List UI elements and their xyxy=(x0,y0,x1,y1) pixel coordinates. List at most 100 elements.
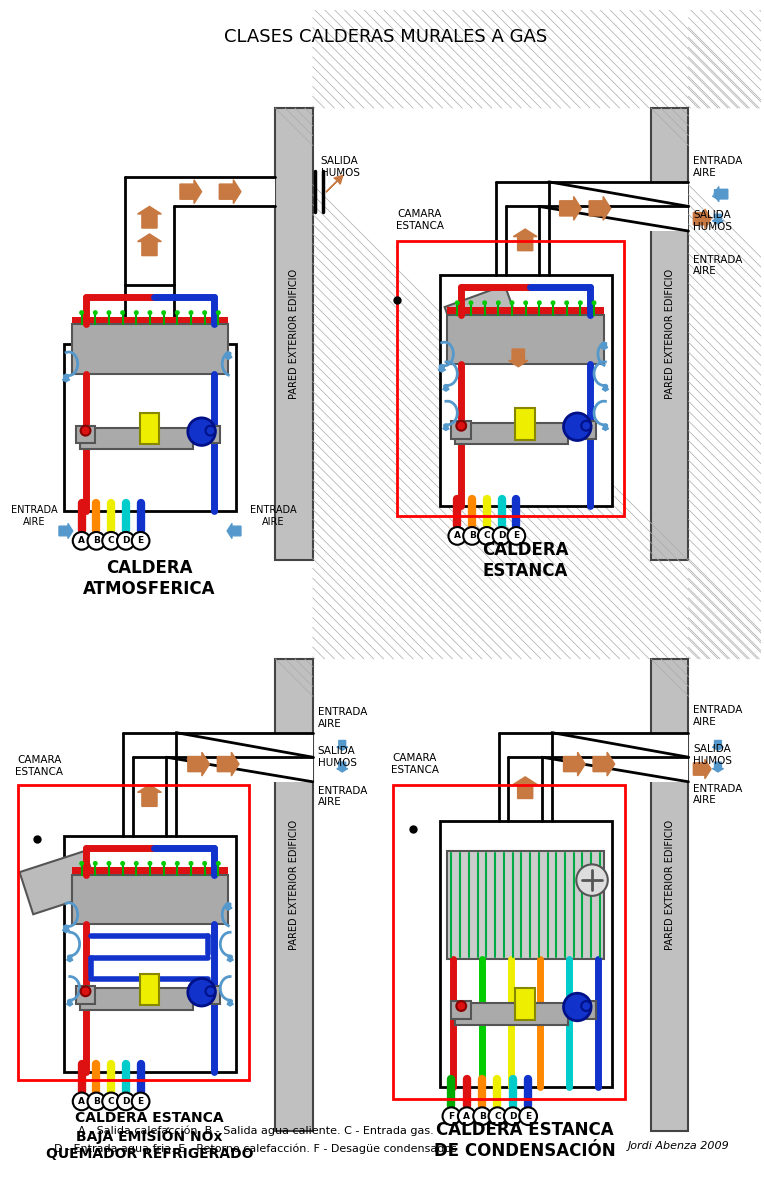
Text: SALIDA
HUMOS: SALIDA HUMOS xyxy=(694,210,733,232)
Text: ENTRADA
AIRE: ENTRADA AIRE xyxy=(318,707,367,729)
Circle shape xyxy=(564,993,591,1021)
Circle shape xyxy=(507,527,525,545)
Circle shape xyxy=(510,301,514,305)
Text: CALDERA
ATMOSFERICA: CALDERA ATMOSFERICA xyxy=(83,559,215,598)
Text: A - Salida calefacción. B - Salida agua caliente. C - Entrada gas.: A - Salida calefacción. B - Salida agua … xyxy=(78,1126,433,1137)
Polygon shape xyxy=(227,956,233,962)
Polygon shape xyxy=(66,1000,73,1006)
Circle shape xyxy=(147,310,152,315)
Circle shape xyxy=(102,1093,120,1111)
Polygon shape xyxy=(513,229,537,251)
Text: CLASES CALDERAS MURALES A GAS: CLASES CALDERAS MURALES A GAS xyxy=(224,28,547,46)
Bar xyxy=(275,108,312,560)
Bar xyxy=(18,785,249,1080)
Text: CALDERA
ESTANCA: CALDERA ESTANCA xyxy=(482,541,568,580)
Text: D - Entrada agua fria. E - Retorno calefacción. F - Desagüe condensados: D - Entrada agua fria. E - Retorno calef… xyxy=(54,1144,457,1154)
Bar xyxy=(72,875,228,924)
Circle shape xyxy=(88,1093,105,1111)
Bar xyxy=(651,108,688,560)
Text: PARED EXTERIOR EDIFICIO: PARED EXTERIOR EDIFICIO xyxy=(289,819,299,950)
Polygon shape xyxy=(438,365,445,373)
Text: D: D xyxy=(509,1112,516,1121)
Polygon shape xyxy=(217,752,239,776)
Bar xyxy=(140,974,160,1005)
Circle shape xyxy=(442,1107,460,1125)
Circle shape xyxy=(206,987,215,996)
Bar xyxy=(123,732,312,782)
Circle shape xyxy=(478,527,496,545)
Polygon shape xyxy=(713,740,724,750)
Text: E: E xyxy=(138,536,144,546)
Bar xyxy=(76,426,96,443)
Text: CAMARA
ESTANCA: CAMARA ESTANCA xyxy=(396,210,444,231)
Polygon shape xyxy=(509,349,528,367)
Text: D: D xyxy=(498,532,505,540)
Circle shape xyxy=(161,861,166,865)
Polygon shape xyxy=(593,752,615,776)
Bar xyxy=(76,987,96,1005)
Polygon shape xyxy=(694,209,711,229)
Circle shape xyxy=(188,979,215,1006)
Circle shape xyxy=(496,301,500,305)
Polygon shape xyxy=(59,523,73,539)
Circle shape xyxy=(92,310,98,315)
Circle shape xyxy=(216,861,221,865)
Text: B: B xyxy=(93,1096,100,1106)
Text: CALDERA ESTANCA
DE CONDENSACIÓN: CALDERA ESTANCA DE CONDENSACIÓN xyxy=(435,1121,616,1160)
Bar xyxy=(452,421,471,439)
Text: A: A xyxy=(78,536,85,546)
Circle shape xyxy=(175,310,180,315)
Text: ENTRADA
AIRE: ENTRADA AIRE xyxy=(694,705,743,726)
Bar xyxy=(448,315,604,364)
Circle shape xyxy=(175,861,180,865)
Polygon shape xyxy=(227,1000,233,1006)
Text: D: D xyxy=(122,536,130,546)
Text: A: A xyxy=(463,1112,471,1121)
Bar xyxy=(79,428,193,449)
Circle shape xyxy=(73,1093,90,1111)
Text: CALDERA ESTANCA
BAJA EMISIÓN NOx
QUEMADOR REFRIGERADO: CALDERA ESTANCA BAJA EMISIÓN NOx QUEMADO… xyxy=(46,1111,253,1160)
Bar xyxy=(72,317,228,324)
Circle shape xyxy=(131,1093,150,1111)
Polygon shape xyxy=(337,762,348,772)
Circle shape xyxy=(106,861,112,865)
Text: ENTRADA
AIRE: ENTRADA AIRE xyxy=(694,255,743,276)
Text: PARED EXTERIOR EDIFICIO: PARED EXTERIOR EDIFICIO xyxy=(665,819,675,950)
Circle shape xyxy=(564,413,591,441)
Circle shape xyxy=(120,310,125,315)
Circle shape xyxy=(206,426,215,435)
Circle shape xyxy=(81,987,90,996)
Text: SALIDA
HUMOS: SALIDA HUMOS xyxy=(321,157,360,178)
Circle shape xyxy=(591,301,597,305)
Text: B: B xyxy=(479,1112,486,1121)
Bar xyxy=(64,836,236,1072)
Circle shape xyxy=(458,1107,476,1125)
Text: ENTRADA
AIRE: ENTRADA AIRE xyxy=(694,784,743,805)
Bar xyxy=(516,988,535,1020)
Circle shape xyxy=(537,301,542,305)
Text: ENTRADA
AIRE: ENTRADA AIRE xyxy=(318,785,367,808)
Circle shape xyxy=(81,426,90,435)
Circle shape xyxy=(576,864,608,896)
Circle shape xyxy=(482,301,487,305)
Polygon shape xyxy=(326,176,343,192)
Bar xyxy=(125,177,275,206)
Bar xyxy=(516,408,535,440)
Text: B: B xyxy=(93,536,100,546)
Circle shape xyxy=(565,301,569,305)
Circle shape xyxy=(463,527,481,545)
Bar xyxy=(651,659,688,1131)
Circle shape xyxy=(161,310,166,315)
Text: C: C xyxy=(494,1112,500,1121)
Circle shape xyxy=(202,310,207,315)
Circle shape xyxy=(120,861,125,865)
Text: ENTRADA
AIRE: ENTRADA AIRE xyxy=(11,506,58,527)
Circle shape xyxy=(79,861,84,865)
Text: ENTRADA
AIRE: ENTRADA AIRE xyxy=(694,157,743,178)
Polygon shape xyxy=(513,777,537,798)
Bar xyxy=(79,988,193,1010)
Circle shape xyxy=(489,1107,507,1125)
Circle shape xyxy=(520,1107,537,1125)
Circle shape xyxy=(578,301,583,305)
Polygon shape xyxy=(601,343,608,350)
